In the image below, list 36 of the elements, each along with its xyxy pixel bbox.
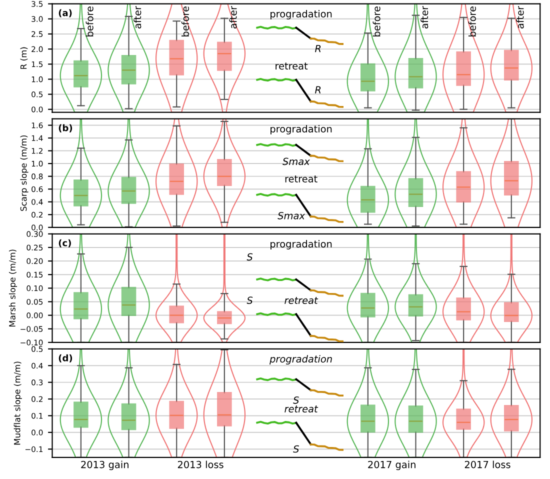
text: 2017 loss: [464, 460, 510, 468]
annotation: R: [315, 45, 321, 52]
annotation: S: [293, 396, 299, 404]
y-axis-title: R (m): [20, 47, 28, 69]
x-tick-label: after: [134, 6, 142, 28]
annotation: Smax: [278, 212, 306, 220]
annotation: S: [246, 253, 253, 261]
x-tick-label: before: [372, 6, 380, 36]
annotation: S: [246, 296, 253, 304]
y-axis-title: Marsh slope (m/m): [8, 250, 18, 327]
annotation: retreat: [285, 175, 318, 182]
text: (d): [58, 354, 72, 362]
annotation: retreat: [284, 297, 318, 304]
text: (b): [58, 124, 72, 132]
x-tick-label: before: [181, 6, 189, 36]
y-axis-title: Scarp slope (m/m): [20, 135, 28, 211]
x-tick-label: before: [468, 6, 476, 36]
y-axis-title: Mudflat slope (m/m): [14, 362, 22, 445]
text: 2013 gain: [81, 460, 128, 470]
x-tick-label: before: [86, 6, 94, 36]
annotation: Smax: [282, 158, 310, 166]
text: (c): [58, 239, 71, 248]
annotation: retreat: [284, 406, 318, 413]
x-tick-label: after: [229, 6, 237, 28]
text: (a): [58, 9, 72, 18]
x-tick-label: after: [516, 6, 524, 28]
x-tick-label: after: [420, 6, 428, 28]
annotation: R: [315, 86, 321, 94]
annotation: progradation: [270, 10, 332, 20]
annotation: progradation: [270, 355, 332, 364]
annotation: S: [293, 445, 299, 453]
text: 2013 loss: [178, 460, 224, 468]
annotation: progradation: [270, 240, 332, 250]
annotation: progradation: [270, 125, 332, 134]
text: 2017 gain: [368, 460, 416, 470]
annotation: retreat: [276, 62, 308, 70]
